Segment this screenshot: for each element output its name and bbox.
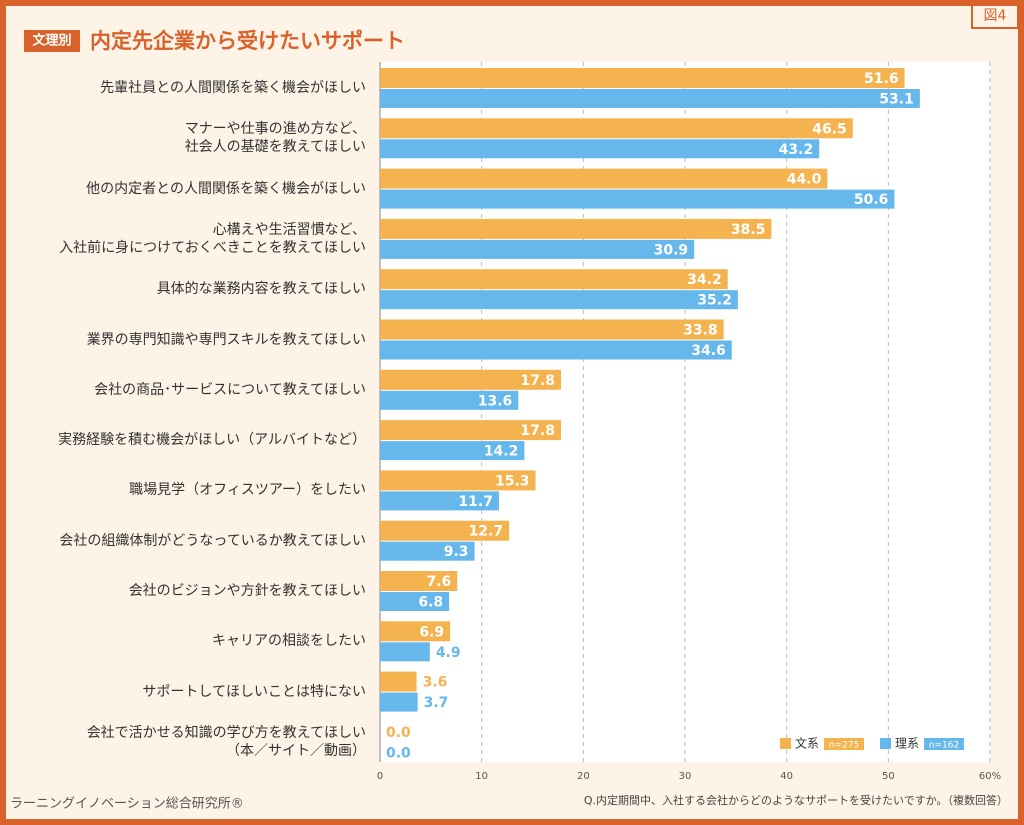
value-label: 7.6 (426, 574, 451, 590)
value-label: 14.2 (484, 444, 519, 460)
bar (380, 571, 458, 591)
bar (380, 470, 536, 491)
value-label: 30.9 (654, 242, 689, 258)
value-label: 11.7 (458, 494, 493, 510)
bar (380, 218, 772, 239)
value-label: 33.8 (683, 323, 718, 339)
chart-title: 内定先企業から受けたいサポート (90, 29, 405, 53)
figure-label-box (971, 6, 1018, 29)
value-label: 34.2 (687, 272, 722, 288)
badge-bg (24, 30, 80, 52)
category-label: 職場見学（オフィスツアー）をしたい (129, 482, 366, 499)
bar (380, 340, 732, 360)
value-label: 44.0 (787, 172, 822, 188)
x-tick-label: 30 (679, 771, 692, 782)
legend-swatch (780, 738, 791, 749)
value-label: 43.2 (779, 142, 814, 158)
value-label: 4.9 (436, 645, 461, 661)
legend-sample: n=162 (929, 741, 959, 751)
value-label: 46.5 (812, 121, 847, 137)
source: ラーニングイノベーション総合研究所® (10, 797, 244, 812)
category-label: マナーや仕事の進め方など、 社会人の基礎を教えてほしい (184, 121, 366, 156)
bar (380, 621, 451, 642)
figure-label: 図4 (984, 8, 1007, 24)
bar (380, 541, 475, 561)
bar (380, 89, 920, 108)
value-label: 13.6 (478, 393, 513, 409)
category-label: 会社で活かせる知識の学び方を教えてほしい （本／サイト／動画） (86, 724, 366, 759)
bar (380, 139, 820, 159)
value-label: 17.8 (520, 373, 555, 389)
category-label: 先輩社員との人間関係を築く機会がほしい (100, 80, 366, 96)
bar (380, 319, 724, 340)
value-label: 3.6 (423, 675, 448, 691)
category-label: 会社のビジョンや方針を教えてほしい (128, 583, 366, 599)
bar (380, 642, 430, 662)
value-label: 17.8 (520, 423, 555, 439)
legend-swatch (880, 738, 891, 749)
category-label: 会社の商品･サービスについて教えてほしい (94, 381, 366, 398)
x-tick-label: 50 (882, 771, 895, 782)
category-label: 心構えや生活習慣など、 入社前に身につけておくべきことを教えてほしい (59, 221, 366, 256)
value-label: 53.1 (879, 92, 914, 108)
category-label: 具体的な業務内容を教えてほしい (156, 281, 366, 298)
bar (380, 168, 828, 189)
bar (380, 369, 561, 390)
bar (380, 671, 417, 692)
x-tick-label: 10 (475, 771, 488, 782)
bar (380, 290, 738, 310)
legend-sample-bg (924, 738, 964, 750)
category-label: 業界の専門知識や専門スキルを教えてほしい (86, 331, 366, 348)
bar (380, 420, 561, 441)
x-tick-label: 40 (780, 771, 793, 782)
legend-label: 文系 (795, 736, 819, 751)
legend-sample: n=275 (829, 741, 859, 751)
value-label: 35.2 (697, 293, 732, 309)
legend-sample-bg (824, 738, 864, 750)
value-label: 50.6 (854, 192, 889, 208)
value-label: 15.3 (495, 473, 530, 489)
badge: 文理別 (32, 33, 71, 49)
value-label: 6.8 (418, 595, 443, 611)
category-label: 他の内定者との人間関係を築く機会がほしい (86, 180, 366, 197)
value-label: 34.6 (691, 343, 726, 359)
chart: 文理別 内定先企業から受けたいサポート 図4 ラーニングイノベーション総合研究所… (10, 6, 1018, 812)
x-tick-label: 20 (577, 771, 590, 782)
value-label: 51.6 (864, 71, 899, 87)
bar (380, 520, 510, 541)
value-label: 3.7 (424, 695, 449, 711)
value-label: 0.0 (386, 745, 411, 761)
value-label: 6.9 (419, 624, 444, 640)
note: Q.内定期間中、入社する会社からどのようなサポートを受けたいですか。（複数回答） (584, 793, 1008, 807)
bar (380, 592, 450, 611)
legend-label: 理系 (895, 737, 919, 751)
category-label: サポートしてほしいことは特にない (142, 683, 366, 700)
bar (380, 239, 695, 259)
x-tick-label: 0 (377, 771, 383, 782)
value-label: 38.5 (731, 222, 766, 238)
bar (380, 692, 418, 712)
bar (380, 390, 519, 410)
value-label: 12.7 (469, 524, 504, 540)
x-tick-label: 60% (979, 771, 1001, 782)
category-label: キャリアの相談をしたい (212, 633, 366, 650)
value-label: 9.3 (444, 544, 469, 560)
bar (380, 189, 895, 209)
category-label: 会社の組織体制がどうなっているか教えてほしい (59, 532, 366, 549)
bar (380, 491, 499, 511)
bar (380, 441, 525, 461)
bar (380, 269, 728, 290)
bar (380, 68, 905, 88)
value-label: 0.0 (386, 725, 411, 741)
bar (380, 118, 853, 139)
category-label: 実務経験を積む機会がほしい（アルバイトなど） (58, 432, 366, 449)
